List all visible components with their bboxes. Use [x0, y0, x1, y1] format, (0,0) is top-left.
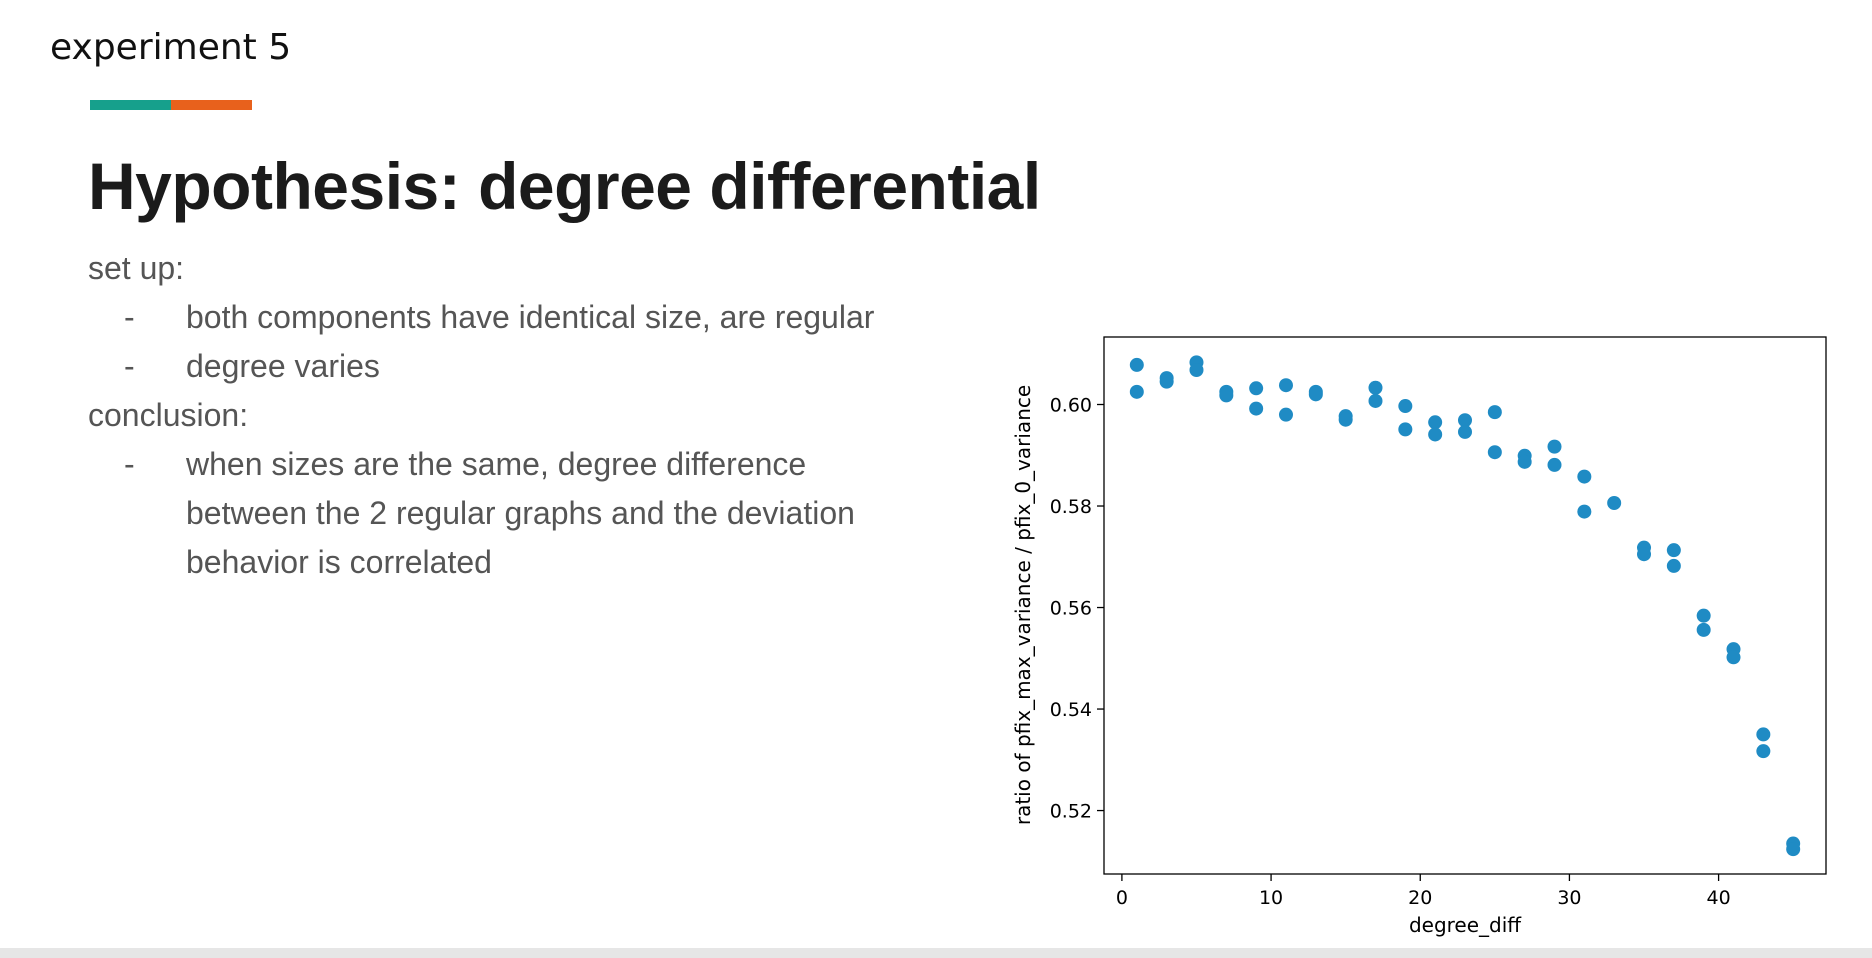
y-axis-ticks: 0.52 0.54 0.56 0.58 0.60	[1050, 395, 1104, 823]
scatter-point	[1666, 558, 1681, 573]
scatter-points	[1129, 355, 1801, 857]
scatter-point	[1607, 495, 1622, 510]
scatter-point	[1487, 445, 1502, 460]
scatter-point	[1577, 504, 1592, 519]
y-tick-label: 0.54	[1050, 699, 1092, 721]
scatter-point	[1338, 412, 1353, 427]
x-tick-label: 10	[1259, 887, 1283, 909]
bullet-dash: -	[124, 446, 135, 482]
setup-item-text: degree varies	[186, 348, 380, 384]
plot-frame	[1103, 336, 1827, 875]
accent-bar	[90, 100, 252, 110]
scatter-point	[1278, 378, 1293, 393]
scatter-point	[1666, 543, 1681, 558]
scatter-point	[1637, 547, 1652, 562]
conclusion-heading: conclusion:	[88, 397, 249, 433]
y-axis-label: ratio of pfix_max_variance / pfix_0_vari…	[1011, 385, 1035, 825]
scatter-point	[1696, 622, 1711, 637]
scatter-point	[1696, 608, 1711, 623]
x-axis-label: degree_diff	[1409, 913, 1522, 937]
slide-label: experiment 5	[50, 27, 292, 68]
scatter-point	[1219, 388, 1234, 403]
scatter-point	[1547, 439, 1562, 454]
scatter-point	[1159, 374, 1174, 389]
y-tick-label: 0.60	[1050, 395, 1092, 417]
conclusion-item: - when sizes are the same, degree differ…	[88, 440, 968, 587]
scatter-point	[1726, 650, 1741, 665]
scatter-point	[1756, 744, 1771, 759]
slide-body: set up: - both components have identical…	[88, 244, 968, 587]
scatter-point	[1189, 362, 1204, 377]
scatter-point	[1487, 405, 1502, 420]
scatter-point	[1368, 393, 1383, 408]
y-tick-label: 0.52	[1050, 801, 1092, 823]
x-tick-label: 0	[1116, 887, 1128, 909]
scatter-point	[1458, 424, 1472, 439]
x-axis-ticks: 0 10 20 30 40	[1116, 874, 1731, 909]
scatter-point	[1398, 422, 1413, 437]
accent-bar-orange	[171, 100, 252, 110]
x-tick-label: 40	[1707, 887, 1731, 909]
scatter-point	[1547, 457, 1562, 472]
scatter-point	[1368, 380, 1383, 395]
scatter-point	[1786, 842, 1801, 857]
scatter-point	[1308, 387, 1323, 402]
x-tick-label: 20	[1408, 887, 1432, 909]
scatter-point	[1129, 384, 1144, 399]
slide-title: Hypothesis: degree differential	[88, 149, 1041, 223]
conclusion-item-text: when sizes are the same, degree differen…	[186, 446, 855, 580]
scatter-chart-svg: 0 10 20 30 40 0.52 0.54 0.56 0.58 0.60 degree_di…	[1011, 336, 1827, 937]
scatter-point	[1428, 427, 1443, 442]
scatter-point	[1577, 469, 1592, 484]
scatter-chart: 0 10 20 30 40 0.52 0.54 0.56 0.58 0.60 degree_di…	[1000, 320, 1840, 950]
setup-item-text: both components have identical size, are…	[186, 299, 875, 335]
scatter-point	[1129, 357, 1144, 372]
scatter-point	[1756, 727, 1771, 742]
scatter-point	[1458, 413, 1472, 428]
setup-item: - both components have identical size, a…	[88, 293, 968, 342]
scatter-point	[1249, 401, 1264, 416]
scatter-point	[1249, 381, 1264, 396]
scatter-point	[1517, 454, 1532, 469]
setup-item: - degree varies	[88, 342, 968, 391]
x-tick-label: 30	[1557, 887, 1581, 909]
scatter-point	[1398, 399, 1413, 414]
bullet-dash: -	[124, 299, 135, 335]
bullet-dash: -	[124, 348, 135, 384]
accent-bar-teal	[90, 100, 171, 110]
setup-heading: set up:	[88, 250, 185, 286]
bottom-scroll-strip	[0, 948, 1872, 958]
y-tick-label: 0.56	[1050, 598, 1092, 620]
scatter-point	[1428, 415, 1443, 430]
y-tick-label: 0.58	[1050, 496, 1092, 518]
scatter-point	[1278, 407, 1293, 422]
